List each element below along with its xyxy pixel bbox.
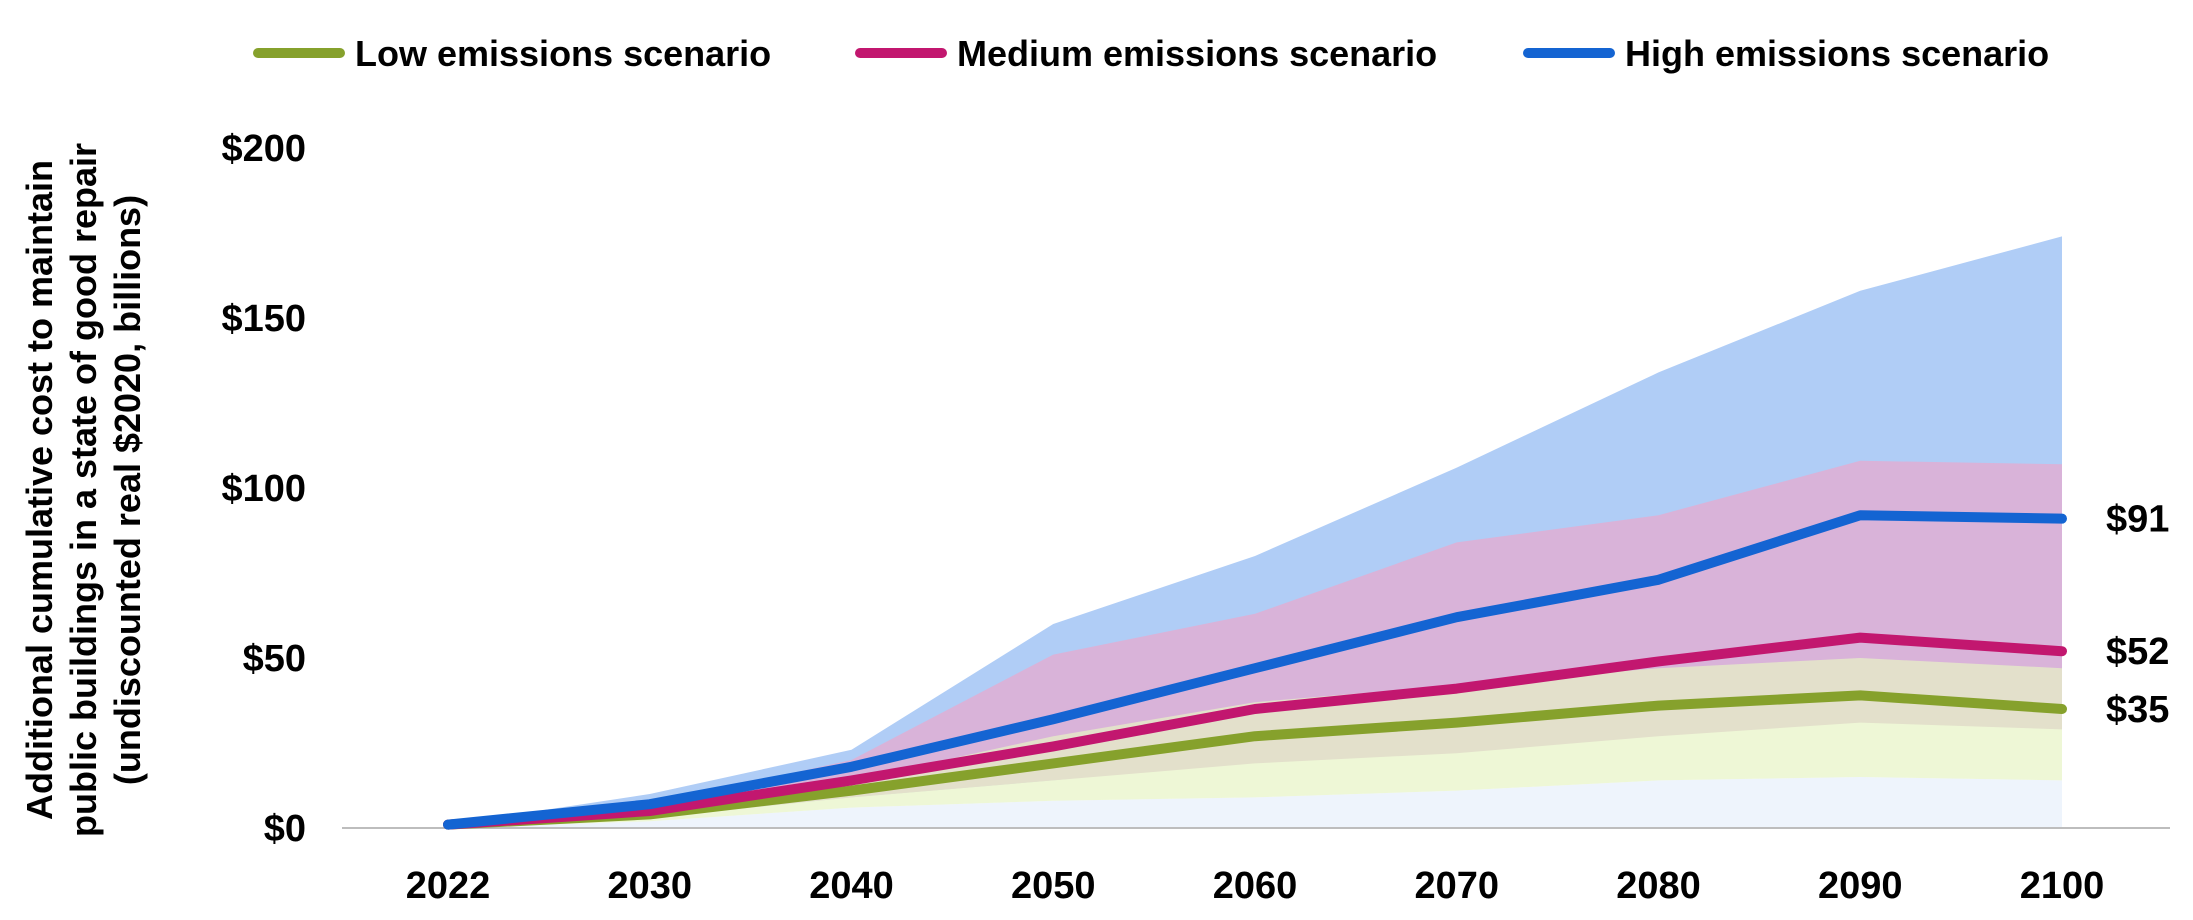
- end-label-medium: $52: [2106, 631, 2169, 673]
- x-tick-label: 2070: [1414, 865, 1499, 907]
- y-axis-title-line-2: public buildings in a state of good repa…: [63, 143, 104, 837]
- series-line-low: [443, 690, 2067, 830]
- uncertainty-bands: [448, 236, 2062, 828]
- x-tick-label: 2030: [607, 865, 692, 907]
- y-axis-title-line-1: Additional cumulative cost to maintain: [19, 160, 60, 820]
- legend-label-medium: Medium emissions scenario: [957, 33, 1437, 74]
- y-tick-label: $50: [243, 638, 306, 680]
- end-label-high: $91: [2106, 499, 2169, 541]
- baseline-band: [448, 777, 2062, 828]
- series-line-high: [443, 510, 2067, 830]
- legend: Low emissions scenario Medium emissions …: [253, 33, 2049, 74]
- y-axis-ticks: $0 $50 $100 $150 $200: [221, 128, 306, 850]
- x-axis-ticks: 2022 2030 2040 2050 2060 2070 2080 2090 2100: [406, 865, 2105, 907]
- series-lines: [443, 510, 2067, 830]
- y-tick-label: $200: [221, 128, 306, 170]
- series-line-medium: [443, 632, 2067, 830]
- end-labels: $35 $52 $91: [2106, 499, 2169, 731]
- x-tick-label: 2060: [1213, 865, 1298, 907]
- y-tick-label: $100: [221, 468, 306, 510]
- y-tick-label: $0: [264, 808, 306, 850]
- legend-label-low: Low emissions scenario: [355, 33, 771, 74]
- end-label-low: $35: [2106, 689, 2169, 731]
- legend-label-high: High emissions scenario: [1625, 33, 2049, 74]
- x-tick-label: 2050: [1011, 865, 1096, 907]
- x-tick-label: 2090: [1818, 865, 1903, 907]
- x-tick-label: 2022: [406, 865, 491, 907]
- x-tick-label: 2080: [1616, 865, 1701, 907]
- y-axis-title: Additional cumulative cost to maintain p…: [19, 143, 148, 837]
- y-axis-title-line-3: (undiscounted real $2020, billions): [107, 195, 148, 785]
- x-tick-label: 2040: [809, 865, 894, 907]
- y-tick-label: $150: [221, 298, 306, 340]
- band-low: [448, 658, 2062, 828]
- x-tick-label: 2100: [2020, 865, 2105, 907]
